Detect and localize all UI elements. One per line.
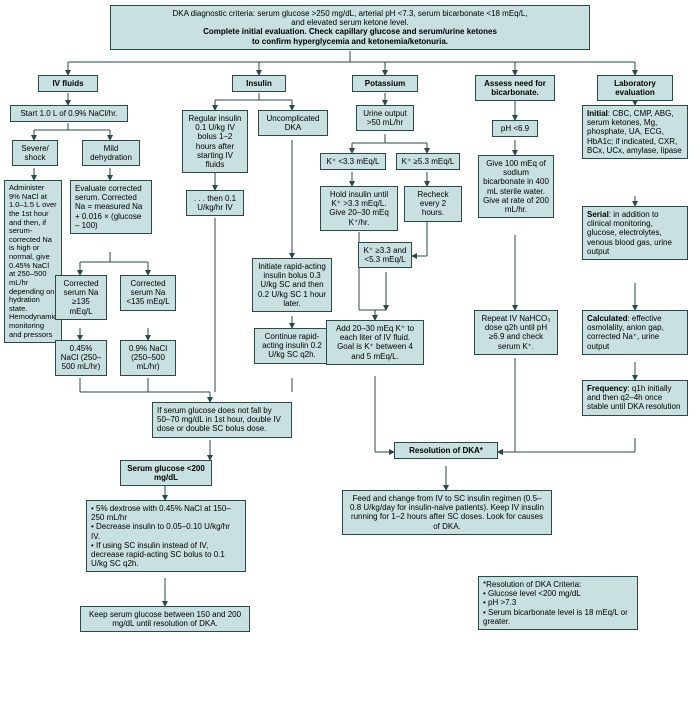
iv-nacl45: 0.45% NaCl (250–500 mL/hr) — [55, 340, 107, 376]
lab-calc: Calculated: effective osmolality, anion … — [582, 310, 688, 355]
bic-ph: pH <6.9 — [492, 120, 538, 137]
hdr-ivfluids: IV fluids — [38, 75, 98, 92]
ins-sg: Serum glucose <200 mg/dL — [120, 460, 212, 486]
top-box: DKA diagnostic criteria: serum glucose >… — [110, 5, 590, 50]
ins-reg: Regular insulin 0.1 U/kg IV bolus 1–2 ho… — [182, 110, 248, 173]
lab-initial: Initial: CBC, CMP, ABG, serum ketones, M… — [582, 105, 688, 159]
res-feed: Feed and change from IV to SC insulin re… — [342, 490, 552, 535]
iv-eval: Evaluate corrected serum. Corrected Na =… — [70, 180, 152, 234]
t4: to confirm hyperglycemia and ketonemia/k… — [252, 37, 448, 46]
ins-uncomp: Uncomplicated DKA — [258, 110, 328, 136]
ins-then: . . . then 0.1 U/kg/hr IV — [186, 190, 244, 216]
iv-mild: Mild dehydration — [82, 140, 140, 166]
t2: and elevated serum ketone level. — [291, 18, 408, 27]
lab-serial: Serial: in addition to clinical monitori… — [582, 206, 688, 260]
res-crit: *Resolution of DKA Criteria: • Glucose l… — [478, 576, 638, 630]
iv-severe: Severe/ shock — [12, 140, 58, 166]
iv-admin: Administer 9% NaCl at 1.0–1.5 L over the… — [4, 180, 62, 343]
hdr-insulin: Insulin — [232, 75, 286, 92]
t3: Complete initial evaluation. Check capil… — [203, 27, 497, 36]
res-title: Resolution of DKA* — [394, 442, 498, 459]
ins-cont: Continue rapid-acting insulin 0.2 U/kg S… — [254, 328, 330, 364]
ins-dex: • 5% dextrose with 0.45% NaCl at 150–250… — [86, 500, 246, 572]
hdr-assess: Assess need for bicarbonate. — [475, 75, 555, 101]
hdr-lab: Laboratory evaluation — [597, 75, 673, 101]
k-low: K⁺ <3.3 mEq/L — [320, 153, 386, 170]
lab-freq: Frequency: q1h initially and then q2–4h … — [582, 380, 688, 416]
ins-keep: Keep serum glucose between 150 and 200 m… — [80, 606, 250, 632]
k-urine: Urine output >50 mL/hr — [356, 105, 414, 131]
k-add: Add 20–30 mEq K⁺ to each liter of IV flu… — [326, 320, 424, 365]
iv-nahi: Corrected serum Na ≥135 mEq/L — [55, 275, 107, 320]
ins-fall: If serum glucose does not fall by 50–70 … — [152, 402, 292, 438]
iv-nalo: Corrected serum Na <135 mEq/L — [120, 275, 176, 311]
bic-give: Give 100 mEq of sodium bicarbonate in 40… — [478, 155, 554, 218]
bic-repeat: Repeat IV NaHCO₃ dose q2h until pH ≥6.9 … — [474, 310, 558, 355]
hdr-potassium: Potassium — [352, 75, 418, 92]
k-mid: K⁺ ≥3.3 and <5.3 mEq/L — [358, 242, 412, 268]
t1: DKA diagnostic criteria: serum glucose >… — [172, 9, 527, 18]
iv-start: Start 1.0 L of 0.9% NaCl/hr. — [10, 105, 128, 122]
k-recheck: Recheck every 2 hours. — [404, 186, 462, 222]
k-hold: Hold insulin until K⁺ >3.3 mEq/L. Give 2… — [320, 186, 398, 231]
ins-init: Initiate rapid-acting insulin bolus 0.3 … — [252, 258, 332, 312]
k-high: K⁺ ≥5.3 mEq/L — [396, 153, 460, 170]
iv-nacl9: 0.9% NaCl (250–500 mL/hr) — [120, 340, 176, 376]
